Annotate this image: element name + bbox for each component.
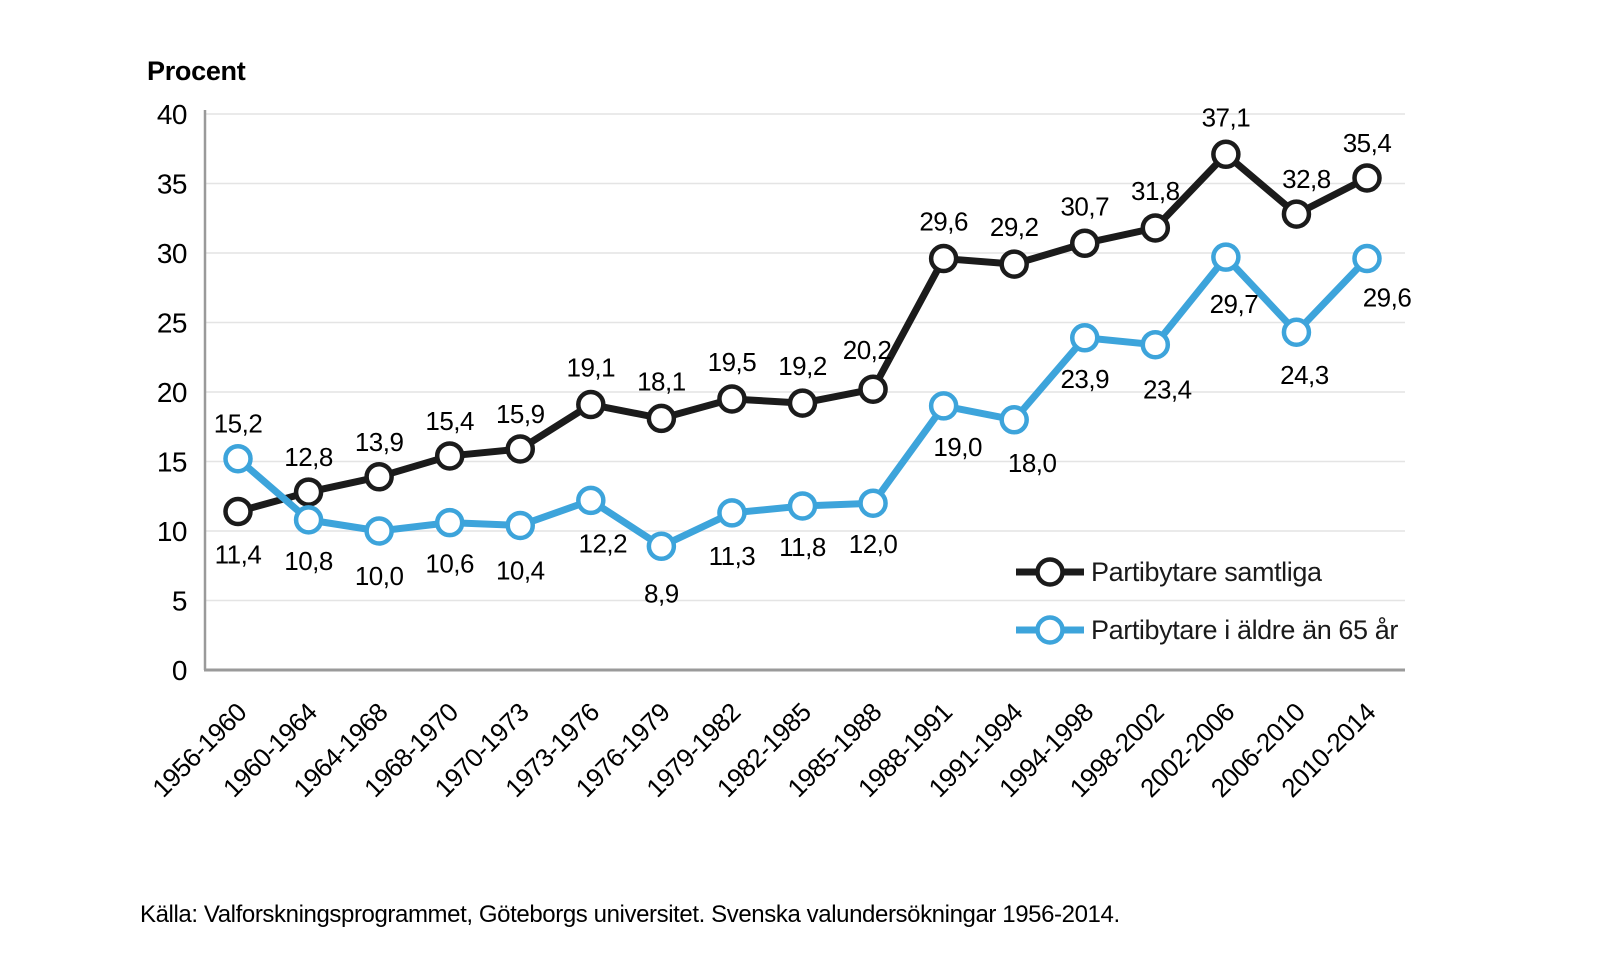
data-point-label: 18,0	[1008, 448, 1057, 478]
data-point-label: 35,4	[1343, 128, 1392, 158]
data-point-marker	[858, 488, 888, 518]
y-axis-title: Procent	[147, 56, 246, 86]
data-point-label: 10,0	[355, 561, 404, 591]
data-point-label: 20,2	[843, 335, 892, 365]
data-point-marker	[434, 507, 465, 538]
data-point-marker	[1281, 199, 1312, 229]
source-caption: Källa: Valforskningsprogrammet, Göteborg…	[140, 901, 1120, 928]
data-point-label: 29,6	[1363, 283, 1412, 313]
data-point-label: 19,0	[933, 432, 982, 462]
series-line	[237, 150, 1369, 515]
data-point-marker	[1070, 323, 1100, 353]
data-point-label: 11,8	[779, 532, 826, 562]
data-point-marker	[999, 405, 1029, 435]
data-point-marker	[1211, 242, 1241, 272]
data-point-marker	[1352, 243, 1382, 274]
data-point-marker	[858, 374, 888, 404]
data-point-marker	[787, 491, 818, 521]
data-point-marker	[434, 441, 465, 471]
y-tick-label: 0	[172, 655, 187, 686]
data-point-marker	[576, 389, 606, 420]
data-point-label: 29,6	[919, 207, 968, 237]
data-point-label: 23,9	[1060, 364, 1109, 394]
data-point-marker	[1211, 139, 1241, 170]
y-tick-label: 25	[157, 308, 187, 339]
y-tick-label: 30	[157, 238, 187, 269]
legend: Partibytare samtliga Partibytare i äldre…	[1016, 557, 1399, 645]
data-point-marker	[505, 434, 535, 464]
data-point-marker	[1140, 213, 1171, 243]
y-tick-label: 35	[157, 169, 187, 200]
data-point-marker	[1140, 329, 1171, 360]
data-point-marker	[576, 485, 606, 516]
data-point-label: 23,4	[1143, 375, 1192, 405]
data-point-label: 10,6	[425, 549, 474, 579]
data-point-label: 10,4	[496, 555, 545, 585]
data-point-label: 12,2	[579, 528, 628, 558]
data-point-marker	[1352, 163, 1382, 193]
data-point-label: 11,3	[709, 541, 756, 571]
y-tick-labels: 0 5 10 15 20 25 30 35 40	[157, 99, 188, 686]
data-point-label: 10,8	[284, 546, 333, 576]
data-point-marker	[505, 510, 535, 541]
legend-marker-aldre-icon	[1035, 615, 1065, 645]
data-point-label: 8,9	[644, 578, 679, 608]
data-point-label: 19,5	[708, 347, 757, 377]
data-point-marker	[646, 531, 677, 562]
y-tick-label: 5	[172, 586, 187, 617]
data-point-label: 19,2	[778, 351, 827, 381]
data-point-label: 15,4	[425, 406, 474, 436]
data-point-label: 18,1	[637, 366, 686, 396]
data-point-label: 12,0	[849, 529, 898, 559]
data-point-marker	[364, 462, 394, 492]
data-point-marker	[293, 505, 324, 535]
data-point-marker	[646, 403, 677, 434]
data-point-marker	[928, 243, 959, 274]
data-point-marker	[223, 443, 253, 474]
series-partibytare-samtliga: 11,4 12,8 13,9 15,4 15,9 19,1 18,1 19,5 19,2 20,2…	[215, 102, 1392, 569]
data-point-marker	[717, 384, 747, 414]
legend-item-partibytare-samtliga: Partibytare samtliga	[1016, 557, 1323, 587]
y-tick-label: 20	[157, 377, 187, 408]
y-tick-label: 10	[157, 516, 187, 547]
data-point-label: 32,8	[1282, 164, 1331, 194]
legend-label-aldre: Partibytare i äldre än 65 år	[1091, 615, 1398, 645]
data-point-marker	[928, 391, 959, 421]
data-point-label: 31,8	[1131, 176, 1180, 206]
series-partibytare-i-ldre-n-65-r: 15,2 10,8 10,0 10,6 10,4 12,2 8,9 11,3 11,8 12,0 1…	[214, 242, 1412, 608]
legend-marker-samtliga-icon	[1035, 557, 1065, 587]
data-point-marker	[223, 496, 253, 527]
data-point-marker	[293, 477, 324, 507]
data-point-label: 15,9	[496, 399, 545, 429]
data-point-marker	[999, 249, 1029, 279]
axes	[203, 110, 1405, 672]
data-point-marker	[787, 388, 818, 418]
data-point-label: 29,2	[990, 212, 1039, 242]
data-point-marker	[364, 516, 394, 546]
y-tick-label: 15	[157, 447, 187, 478]
data-point-label: 12,8	[284, 442, 333, 472]
data-point-label: 37,1	[1202, 102, 1251, 132]
data-point-label: 29,7	[1210, 289, 1259, 319]
legend-label-samtliga: Partibytare samtliga	[1091, 557, 1323, 587]
x-tick-labels: 1956-19601960-19641964-19681968-19701970…	[146, 697, 1381, 803]
data-point-label: 13,9	[355, 427, 404, 457]
data-point-marker	[1070, 228, 1100, 259]
y-tick-label: 40	[157, 99, 187, 130]
data-point-label: 15,2	[214, 409, 263, 439]
legend-item-partibytare-aldre-65: Partibytare i äldre än 65 år	[1016, 615, 1399, 645]
data-point-label: 11,4	[215, 540, 262, 570]
data-point-label: 30,7	[1060, 191, 1109, 221]
series-lines: 11,4 12,8 13,9 15,4 15,9 19,1 18,1 19,5 19,2 20,2…	[214, 102, 1412, 608]
data-point-marker	[717, 498, 747, 528]
data-point-label: 19,1	[567, 353, 616, 383]
data-point-marker	[1281, 317, 1312, 347]
data-point-label: 24,3	[1280, 360, 1329, 390]
